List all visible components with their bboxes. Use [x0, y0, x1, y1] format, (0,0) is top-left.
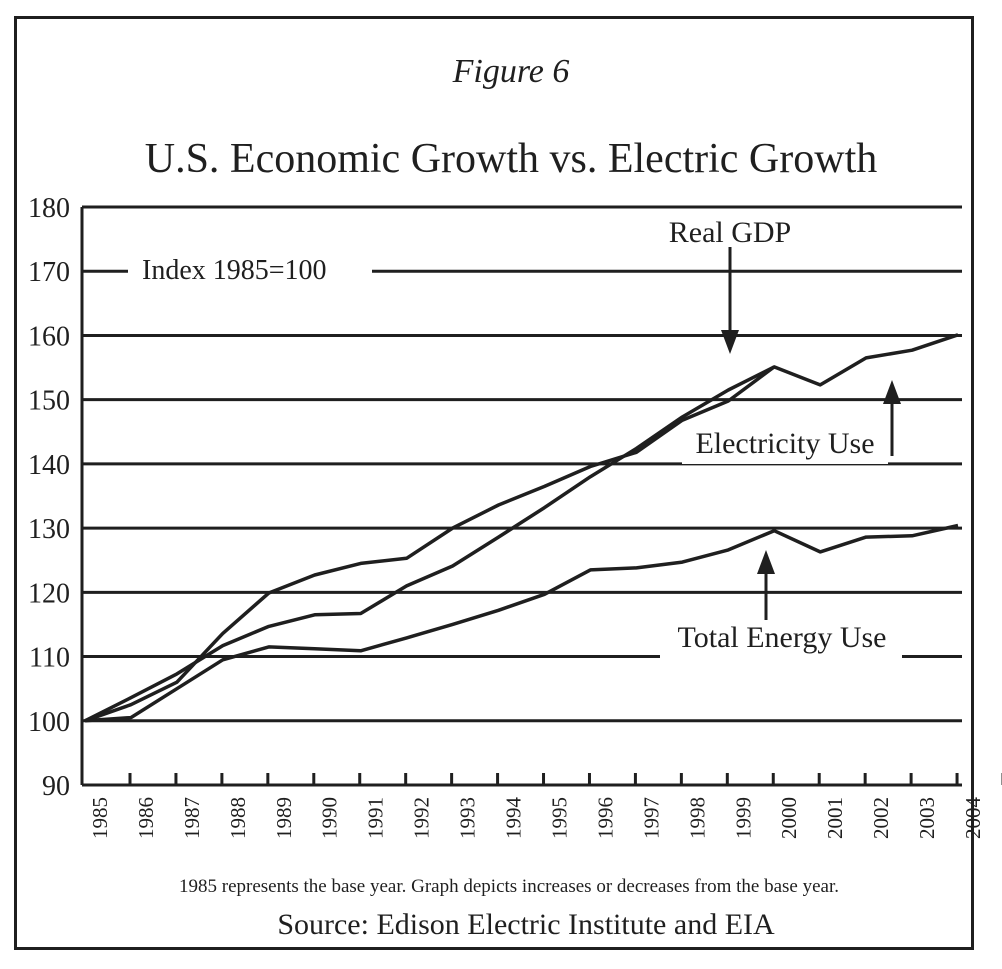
y-tick-label: 180 [28, 193, 70, 224]
x-tick-label: 1993 [456, 797, 480, 839]
x-tick-label: 2003 [915, 797, 939, 839]
y-tick-label: 100 [28, 707, 70, 738]
x-tick-label: 2004 [961, 797, 985, 840]
x-tick-label: 1991 [364, 797, 388, 839]
x-tick-label: 1995 [547, 797, 571, 839]
y-tick-label: 150 [28, 386, 70, 417]
x-tick-label: 1985 [88, 797, 112, 839]
index-note: Index 1985=100 [142, 255, 327, 286]
x-tick-label: 1996 [593, 797, 617, 839]
y-tick-labels: 90 100 110 120 130 140 150 160 170 180 [28, 193, 70, 802]
y-tick-label: 160 [28, 321, 70, 352]
chart-frame [14, 16, 974, 950]
energy-label-background [660, 618, 902, 658]
x-tick-label: 2001 [823, 797, 847, 839]
arrow-electricity-use [883, 380, 901, 456]
x-tick-label: 1992 [410, 797, 434, 839]
arrow-total-energy-use [757, 550, 775, 620]
footnote: 1985 represents the base year. Graph dep… [179, 876, 839, 897]
x-tick-label: 1990 [318, 797, 342, 839]
y-tick-label: 110 [29, 643, 70, 674]
y-tick-label: 90 [42, 771, 70, 802]
x-tick-label: 1994 [502, 797, 526, 840]
series-line-real-gdp [84, 333, 959, 723]
y-tick-label: 140 [28, 450, 70, 481]
figure-label: Figure 6 [452, 53, 570, 90]
x-tick-label: 1986 [134, 797, 158, 839]
x-tick-labels: 1985 1986 1987 1988 1989 1990 1991 1992 1993 1994… [88, 773, 1002, 839]
chart-title: U.S. Economic Growth vs. Electric Growth [145, 136, 878, 182]
y-tick-label: 170 [28, 257, 70, 288]
x-tick-label: 1997 [639, 797, 663, 839]
annotation-electricity-use: Electricity Use [695, 427, 874, 460]
x-tick-label: 2002 [869, 797, 893, 839]
arrow-real-gdp [721, 247, 739, 354]
x-tick-label: 1999 [731, 797, 755, 839]
series-layer [84, 333, 959, 723]
series-line-total-energy-use [84, 523, 959, 723]
x-tick-label: 1987 [180, 797, 204, 839]
x-tick-label: 2000 [777, 797, 801, 839]
index-note-background [128, 250, 372, 290]
annotation-total-energy-use: Total Energy Use [678, 621, 887, 654]
x-tick-label: 1988 [226, 797, 250, 839]
series-line-electricity-use [84, 365, 776, 723]
y-tick-label: 120 [28, 578, 70, 609]
y-tick-label: 130 [28, 514, 70, 545]
x-tick-label: 1998 [685, 797, 709, 839]
x-tick-label: 1989 [272, 797, 296, 839]
electricity-label-background [682, 424, 888, 464]
source-note: Source: Edison Electric Institute and EI… [277, 908, 775, 941]
annotation-real-gdp: Real GDP [669, 216, 792, 249]
